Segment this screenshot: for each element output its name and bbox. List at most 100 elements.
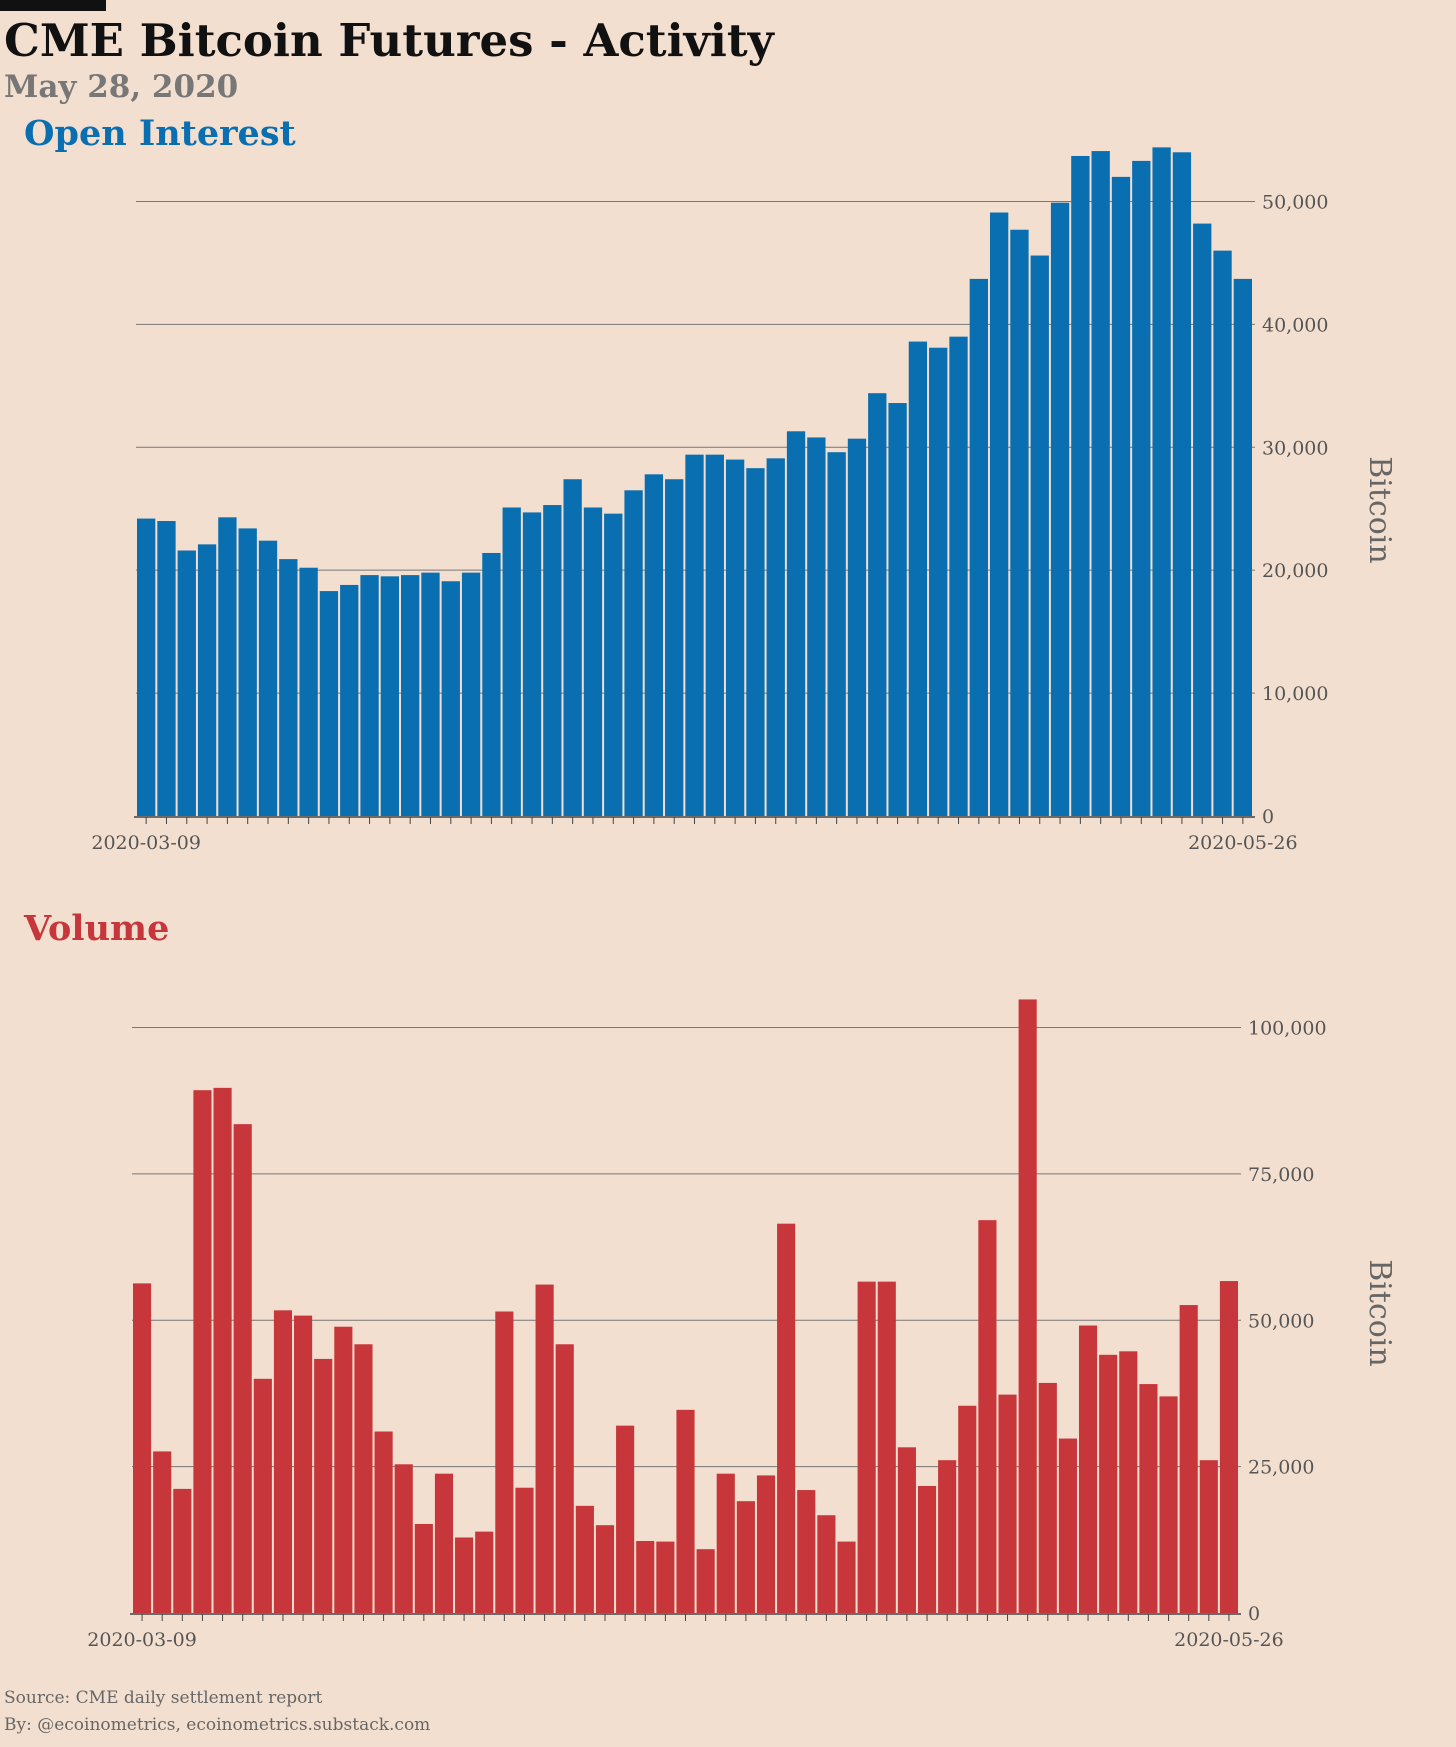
bar bbox=[929, 347, 948, 816]
bar bbox=[868, 393, 887, 816]
bar bbox=[1078, 1325, 1098, 1613]
volume-title: Volume bbox=[24, 908, 170, 949]
x-tick-label-end: 2020-05-26 bbox=[1174, 1629, 1284, 1651]
bar bbox=[173, 1488, 192, 1613]
bar bbox=[414, 1524, 433, 1613]
y-tick-label: 25,000 bbox=[1248, 1457, 1314, 1479]
bar bbox=[575, 1505, 594, 1613]
bar bbox=[475, 1531, 494, 1613]
bar bbox=[616, 1425, 635, 1613]
open-interest-chart: 0 10,000 20,000 30,000 40,000 50,000 2020-03-0… bbox=[91, 147, 1397, 854]
bar bbox=[1132, 160, 1151, 817]
bar bbox=[1219, 1281, 1238, 1613]
y-axis-label: Bitcoin bbox=[1362, 456, 1397, 563]
y-tick-label: 20,000 bbox=[1262, 560, 1328, 582]
bar bbox=[705, 454, 724, 816]
bar bbox=[273, 1310, 293, 1613]
bar bbox=[716, 1473, 735, 1613]
bar bbox=[374, 1431, 393, 1613]
bar bbox=[157, 521, 176, 816]
bar bbox=[563, 479, 582, 816]
bar bbox=[797, 1490, 816, 1613]
bar bbox=[827, 452, 846, 816]
bar bbox=[877, 1281, 896, 1613]
bar bbox=[644, 474, 664, 816]
bar bbox=[522, 512, 542, 816]
bar bbox=[401, 575, 420, 816]
bar bbox=[495, 1311, 514, 1613]
bar bbox=[746, 468, 765, 816]
bar bbox=[1233, 278, 1252, 816]
y-tick-label: 30,000 bbox=[1262, 437, 1328, 459]
bar bbox=[555, 1344, 574, 1613]
bar bbox=[1119, 1351, 1138, 1613]
bar bbox=[969, 278, 988, 816]
bar bbox=[434, 1473, 454, 1613]
bar bbox=[360, 575, 379, 816]
bar bbox=[583, 507, 603, 816]
bar bbox=[482, 552, 501, 816]
bar bbox=[1038, 1382, 1057, 1613]
bar bbox=[153, 1451, 172, 1613]
bar bbox=[133, 1283, 152, 1613]
bar bbox=[1179, 1305, 1198, 1613]
bar bbox=[1030, 255, 1049, 816]
bar bbox=[908, 341, 928, 816]
bar bbox=[676, 1409, 695, 1613]
bar bbox=[837, 1541, 856, 1613]
y-tick-label: 0 bbox=[1248, 1603, 1260, 1625]
bar bbox=[685, 454, 704, 816]
bar bbox=[380, 576, 400, 816]
bar bbox=[604, 513, 623, 816]
bar bbox=[696, 1549, 715, 1613]
bar bbox=[299, 567, 318, 816]
bar bbox=[1199, 1460, 1218, 1613]
bar bbox=[294, 1315, 313, 1613]
bar bbox=[233, 1124, 252, 1613]
y-tick-label: 75,000 bbox=[1248, 1164, 1314, 1186]
bar bbox=[238, 528, 257, 816]
bar bbox=[314, 1358, 333, 1613]
bar bbox=[847, 438, 867, 816]
y-tick-label: 0 bbox=[1262, 806, 1274, 828]
bar bbox=[441, 581, 460, 816]
bar bbox=[455, 1537, 474, 1613]
bar bbox=[1091, 151, 1110, 816]
byline-note: By: @ecoinometrics, ecoinometrics.substa… bbox=[4, 1715, 431, 1735]
bar bbox=[1172, 152, 1192, 817]
bar bbox=[656, 1541, 675, 1613]
bar bbox=[636, 1540, 655, 1613]
bar bbox=[1111, 176, 1131, 816]
bar bbox=[193, 1090, 212, 1613]
bar bbox=[978, 1220, 997, 1613]
bar bbox=[766, 458, 785, 816]
y-tick-label: 50,000 bbox=[1248, 1310, 1314, 1332]
x-tick-label-start: 2020-03-09 bbox=[91, 832, 201, 854]
y-tick-label: 100,000 bbox=[1248, 1018, 1327, 1040]
bar bbox=[502, 507, 521, 816]
bar bbox=[807, 437, 826, 816]
bar bbox=[1152, 147, 1171, 817]
bar bbox=[595, 1525, 615, 1613]
bar bbox=[1071, 155, 1090, 817]
bar bbox=[279, 559, 298, 816]
bar bbox=[725, 459, 745, 816]
page-subtitle: May 28, 2020 bbox=[4, 69, 239, 105]
bar bbox=[1159, 1396, 1178, 1613]
bar bbox=[177, 550, 196, 816]
bar bbox=[897, 1447, 916, 1613]
x-tick-label-end: 2020-05-26 bbox=[1188, 832, 1298, 854]
bar bbox=[777, 1223, 796, 1613]
bar bbox=[624, 490, 643, 816]
bar bbox=[1213, 250, 1232, 817]
bar bbox=[1058, 1438, 1077, 1613]
bar bbox=[319, 591, 339, 816]
bar bbox=[917, 1485, 937, 1613]
bar bbox=[218, 517, 237, 816]
bar bbox=[137, 518, 156, 816]
bar bbox=[998, 1394, 1017, 1613]
top-accent-bar bbox=[0, 0, 106, 11]
y-tick-label: 40,000 bbox=[1262, 314, 1328, 336]
bar bbox=[938, 1460, 957, 1613]
page-title: CME Bitcoin Futures - Activity bbox=[4, 14, 774, 67]
